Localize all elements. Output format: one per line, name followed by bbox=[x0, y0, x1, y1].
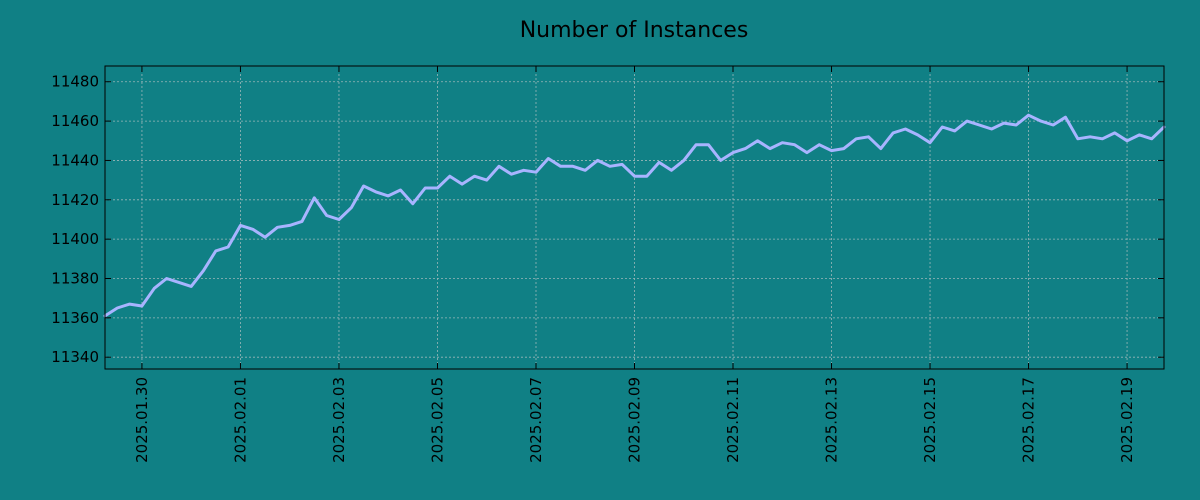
y-tick-label: 11400 bbox=[51, 230, 99, 248]
series-line bbox=[103, 113, 1166, 318]
y-tick-label: 11340 bbox=[51, 348, 99, 366]
grid bbox=[105, 66, 1164, 369]
x-tick-label: 2025.02.17 bbox=[1020, 377, 1038, 463]
y-tick-label: 11440 bbox=[51, 151, 99, 169]
x-tick-label: 2025.02.07 bbox=[527, 377, 545, 463]
y-tick-label: 11480 bbox=[51, 73, 99, 91]
x-tick-label: 2025.02.11 bbox=[724, 377, 742, 463]
y-tick-label: 11360 bbox=[51, 309, 99, 327]
x-tick-label: 2025.02.09 bbox=[626, 377, 644, 463]
series-layer bbox=[103, 113, 1166, 318]
axes: 11340 11360 11380 11400 11420 11440 11460 11480… bbox=[51, 66, 1164, 463]
x-tick-label: 2025.02.05 bbox=[428, 377, 446, 463]
x-tick-label: 2025.01.30 bbox=[133, 377, 151, 463]
chart-title: Number of Instances bbox=[520, 18, 749, 43]
x-tick-label: 2025.02.15 bbox=[921, 377, 939, 463]
x-tick-label: 2025.02.01 bbox=[231, 377, 249, 463]
x-tick-label: 2025.02.03 bbox=[330, 377, 348, 463]
y-tick-label: 11420 bbox=[51, 191, 99, 209]
y-tick-label: 11460 bbox=[51, 112, 99, 130]
x-tick-label: 2025.02.13 bbox=[823, 377, 841, 463]
plot-frame bbox=[104, 65, 1165, 370]
x-tick-label: 2025.02.19 bbox=[1118, 377, 1136, 463]
y-tick-label: 11380 bbox=[51, 269, 99, 287]
